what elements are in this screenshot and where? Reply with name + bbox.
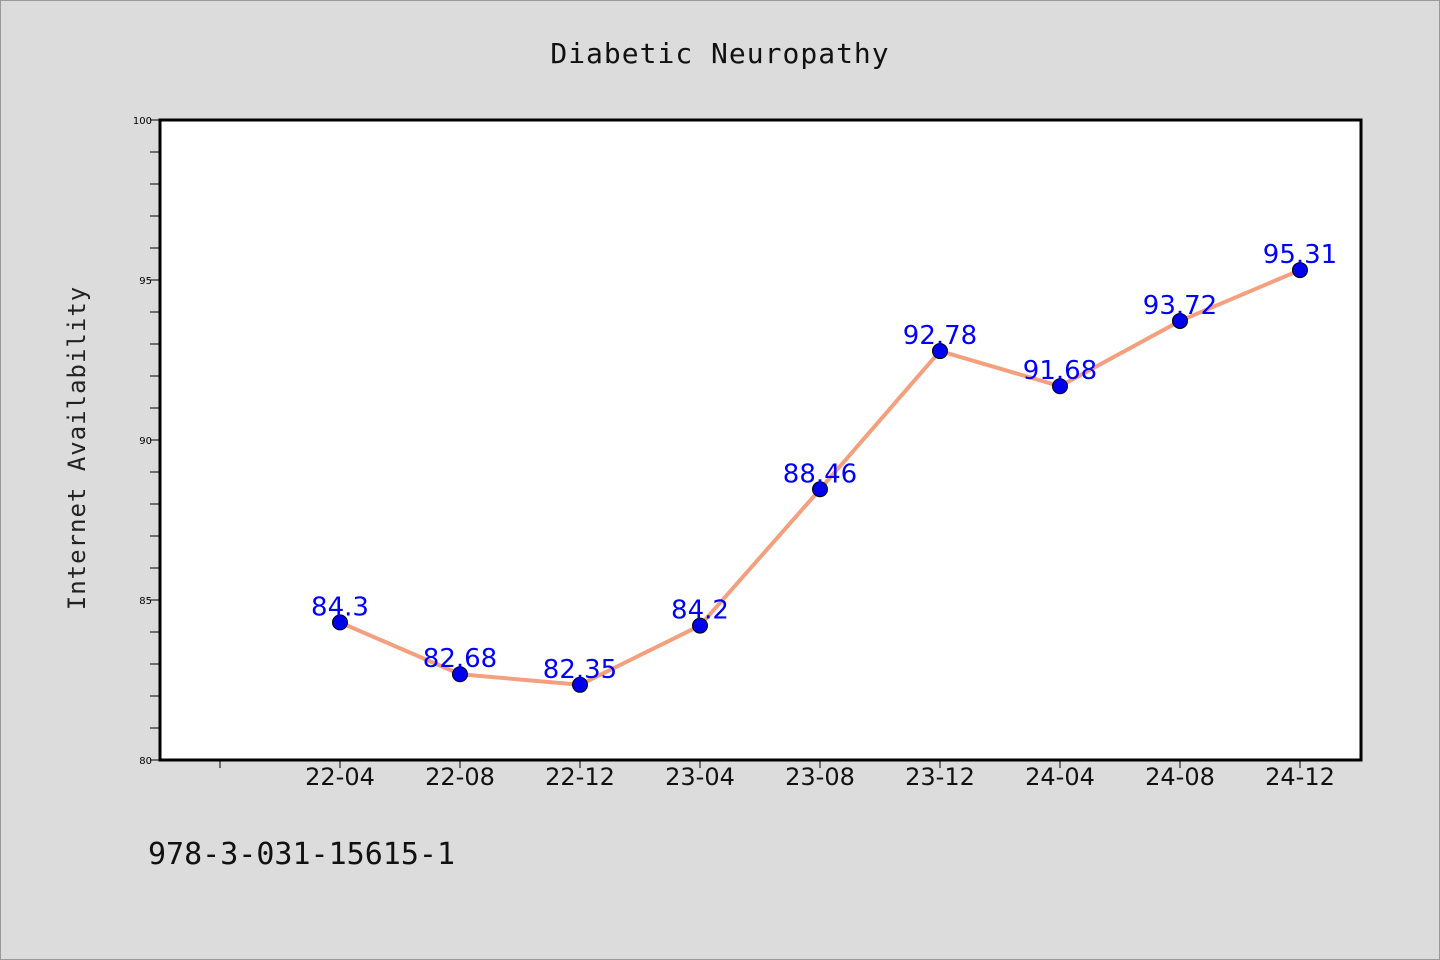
data-label: 82.68 — [423, 644, 497, 674]
x-tick-label: 23-08 — [785, 763, 855, 791]
data-point — [1292, 262, 1308, 279]
x-tick-label: 24-12 — [1265, 763, 1335, 791]
x-axis: 22-04 22-08 22-12 23-04 23-08 23-12 24-04 24-08… — [219, 760, 1335, 791]
data-label: 91.68 — [1023, 356, 1097, 386]
x-tick-label: 22-12 — [545, 763, 615, 791]
y-tick-label: 95 — [139, 276, 152, 287]
data-point — [692, 617, 708, 634]
y-axis-label: Internet Availability — [63, 286, 91, 610]
data-point — [452, 666, 468, 683]
x-tick-label: 23-04 — [665, 763, 735, 791]
data-label: 93.72 — [1143, 291, 1217, 321]
y-axis: 80 85 90 95 100 — [133, 116, 160, 767]
data-point — [572, 676, 588, 693]
data-label: 84.3 — [311, 592, 369, 622]
x-tick-label: 24-04 — [1025, 763, 1095, 791]
x-tick-label: 22-08 — [425, 763, 495, 791]
data-point — [332, 614, 348, 631]
series-layer: 84.3 82.68 82.35 84.2 88.46 92.78 91.68 93.72 95… — [311, 240, 1337, 693]
x-tick-label: 24-08 — [1145, 763, 1215, 791]
data-label: 88.46 — [783, 459, 857, 489]
data-point — [932, 343, 948, 360]
footer-isbn: 978-3-031-15615-1 — [148, 837, 455, 872]
chart-title: Diabetic Neuropathy — [550, 37, 889, 70]
plot-area — [158, 118, 1363, 762]
data-point — [1172, 312, 1188, 329]
data-label: 82.35 — [543, 655, 617, 685]
x-tick-label: 22-04 — [305, 763, 375, 791]
data-label: 92.78 — [903, 321, 977, 351]
data-label: 95.31 — [1263, 240, 1337, 270]
y-tick-label: 85 — [139, 596, 152, 607]
x-tick-label: 23-12 — [905, 763, 975, 791]
y-tick-label: 100 — [133, 116, 152, 127]
data-point — [812, 481, 828, 498]
data-label: 84.2 — [671, 596, 729, 626]
y-tick-label: 80 — [139, 756, 152, 767]
data-point — [1052, 378, 1068, 395]
y-tick-label: 90 — [139, 436, 152, 447]
